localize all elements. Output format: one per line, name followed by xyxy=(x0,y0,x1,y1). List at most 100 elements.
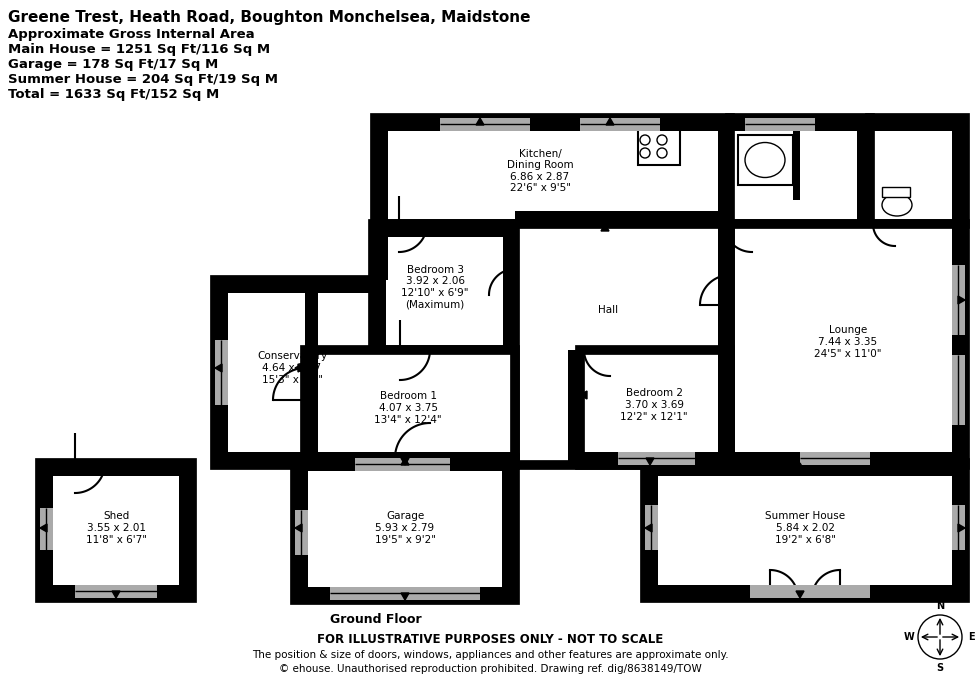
Polygon shape xyxy=(401,458,409,465)
Polygon shape xyxy=(436,224,444,231)
Text: N: N xyxy=(936,601,944,611)
Bar xyxy=(502,458,515,600)
Polygon shape xyxy=(295,364,302,372)
Polygon shape xyxy=(958,524,965,532)
Bar xyxy=(580,452,965,465)
Text: Lounge
7.44 x 3.35
24'5" x 11'0": Lounge 7.44 x 3.35 24'5" x 11'0" xyxy=(814,325,882,358)
Text: Shed
3.55 x 2.01
11'8" x 6'7": Shed 3.55 x 2.01 11'8" x 6'7" xyxy=(85,511,146,545)
Bar xyxy=(793,118,800,200)
Text: Conservatory
4.64 x 2.97
15'3" x 9'9": Conservatory 4.64 x 2.97 15'3" x 9'9" xyxy=(257,352,327,385)
Bar xyxy=(179,463,192,598)
Bar xyxy=(40,463,192,598)
Bar xyxy=(215,280,228,465)
Text: W: W xyxy=(904,632,914,642)
Bar xyxy=(40,463,192,476)
Polygon shape xyxy=(401,458,409,465)
Text: Garage = 178 Sq Ft/17 Sq M: Garage = 178 Sq Ft/17 Sq M xyxy=(8,58,219,71)
Bar xyxy=(645,463,658,598)
Text: © ehouse. Unauthorised reproduction prohibited. Drawing ref. dig/8638149/TOW: © ehouse. Unauthorised reproduction proh… xyxy=(278,664,702,674)
Bar xyxy=(952,118,965,465)
Bar xyxy=(295,458,515,600)
Bar xyxy=(568,350,580,465)
Bar xyxy=(745,118,815,131)
Bar xyxy=(738,135,793,185)
Bar xyxy=(215,452,305,465)
Bar xyxy=(373,224,515,237)
Text: FOR ILLUSTRATIVE PURPOSES ONLY - NOT TO SCALE: FOR ILLUSTRATIVE PURPOSES ONLY - NOT TO … xyxy=(317,633,663,646)
Polygon shape xyxy=(375,226,382,234)
Polygon shape xyxy=(215,364,222,372)
Bar xyxy=(952,265,965,335)
Bar xyxy=(75,585,157,598)
Bar xyxy=(40,463,53,598)
Bar xyxy=(618,452,695,465)
Polygon shape xyxy=(298,364,305,372)
Text: Approximate Gross Internal Area: Approximate Gross Internal Area xyxy=(8,28,255,41)
Polygon shape xyxy=(601,224,609,231)
Bar xyxy=(645,463,965,476)
Bar xyxy=(215,280,373,293)
Bar xyxy=(750,585,870,598)
Bar xyxy=(305,280,318,350)
Text: Bedroom 3
3.92 x 2.06
12'10" x 6'9"
(Maximum): Bedroom 3 3.92 x 2.06 12'10" x 6'9" (Max… xyxy=(401,264,468,309)
Polygon shape xyxy=(375,244,382,252)
Bar xyxy=(952,505,965,550)
Polygon shape xyxy=(476,118,484,125)
Polygon shape xyxy=(958,296,965,304)
Bar xyxy=(375,118,388,280)
Bar xyxy=(373,224,515,350)
Bar xyxy=(882,187,910,197)
Polygon shape xyxy=(112,591,120,598)
Text: Greene Trest, Heath Road, Boughton Monchelsea, Maidstone: Greene Trest, Heath Road, Boughton Monch… xyxy=(8,10,530,25)
Bar xyxy=(305,452,515,465)
Polygon shape xyxy=(286,280,294,287)
Bar xyxy=(580,118,660,131)
Text: Ground Floor: Ground Floor xyxy=(330,613,421,626)
Bar xyxy=(645,585,965,598)
Polygon shape xyxy=(796,463,804,470)
Bar xyxy=(952,355,965,425)
Polygon shape xyxy=(723,391,730,399)
Bar xyxy=(295,587,515,600)
Text: Bedroom 1
4.07 x 3.75
13'4" x 12'4": Bedroom 1 4.07 x 3.75 13'4" x 12'4" xyxy=(374,392,442,425)
Bar xyxy=(718,118,731,224)
Bar xyxy=(295,510,308,555)
Bar xyxy=(503,224,515,350)
Bar xyxy=(638,128,680,165)
Bar xyxy=(515,224,730,465)
Polygon shape xyxy=(646,458,654,465)
Bar xyxy=(215,280,373,465)
Bar xyxy=(40,585,192,598)
Bar xyxy=(40,508,53,550)
Bar xyxy=(857,118,870,224)
Bar xyxy=(305,350,318,465)
Bar xyxy=(580,350,730,465)
Text: Kitchen/
Dining Room
6.86 x 2.87
22'6" x 9'5": Kitchen/ Dining Room 6.86 x 2.87 22'6" x… xyxy=(507,149,573,193)
Text: Summer House
5.84 x 2.02
19'2" x 6'8": Summer House 5.84 x 2.02 19'2" x 6'8" xyxy=(765,511,845,545)
Polygon shape xyxy=(295,524,302,532)
Bar xyxy=(305,350,515,465)
Bar xyxy=(355,458,450,471)
Bar xyxy=(645,505,658,550)
Polygon shape xyxy=(40,524,47,532)
Text: Garage
5.93 x 2.79
19'5" x 9'2": Garage 5.93 x 2.79 19'5" x 9'2" xyxy=(374,511,435,545)
Bar xyxy=(330,587,480,600)
Bar xyxy=(645,463,965,598)
Polygon shape xyxy=(580,391,587,399)
Bar xyxy=(295,458,515,471)
Polygon shape xyxy=(606,118,614,125)
Bar xyxy=(375,118,965,131)
Text: Bedroom 2
3.70 x 3.69
12'2" x 12'1": Bedroom 2 3.70 x 3.69 12'2" x 12'1" xyxy=(620,388,688,421)
Bar xyxy=(730,224,965,465)
Bar xyxy=(515,211,730,224)
Polygon shape xyxy=(508,524,515,532)
Ellipse shape xyxy=(882,194,912,216)
Bar xyxy=(295,458,308,600)
Text: The position & size of doors, windows, appliances and other features are approxi: The position & size of doors, windows, a… xyxy=(252,650,728,660)
Polygon shape xyxy=(401,593,409,600)
Bar xyxy=(375,118,730,224)
Bar xyxy=(718,224,731,465)
Bar xyxy=(800,452,870,465)
Text: Main House = 1251 Sq Ft/116 Sq M: Main House = 1251 Sq Ft/116 Sq M xyxy=(8,43,270,56)
Ellipse shape xyxy=(745,143,785,178)
